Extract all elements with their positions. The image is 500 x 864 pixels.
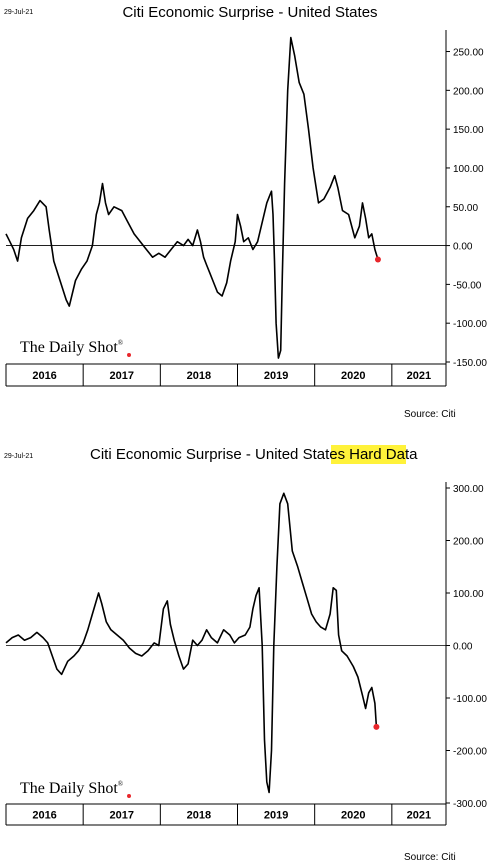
series-line (5, 492, 378, 794)
chart-date: 29-Jul-21 (4, 453, 33, 460)
chart-date: 29-Jul-21 (4, 9, 33, 16)
chart-svg-hard-data: 29-Jul-21 Citi Economic Surprise - United… (4, 445, 487, 863)
x-tick-label-2019: 2019 (264, 370, 288, 382)
series-line (5, 36, 379, 359)
brand-logo: The Daily Shot® (20, 339, 124, 356)
brand-dot (127, 794, 131, 798)
y-tick-label: -100.00 (453, 319, 487, 330)
x-tick-label-2016: 2016 (32, 810, 56, 822)
y-tick-label: 250.00 (453, 48, 484, 59)
y-tick-label: 200.00 (453, 86, 484, 97)
y-tick-label: -50.00 (453, 280, 482, 291)
x-tick-label-2020: 2020 (341, 810, 365, 822)
x-tick-label-2020: 2020 (341, 370, 365, 382)
y-tick-label: -150.00 (453, 358, 487, 369)
y-tick-label: 100.00 (453, 589, 484, 600)
y-tick-label: 50.00 (453, 203, 478, 214)
chart-title: Citi Economic Surprise - United States Ha… (90, 446, 418, 463)
x-tick-label-2016: 2016 (32, 370, 56, 382)
x-tick-label-2021: 2021 (407, 810, 431, 822)
chart-panel-top: 29-Jul-21 Citi Economic Surprise - United… (4, 4, 487, 420)
x-tick-label-2017: 2017 (110, 370, 134, 382)
y-tick-label: 100.00 (453, 164, 484, 175)
x-tick-label-2018: 2018 (187, 370, 211, 382)
brand-registered-mark: ® (118, 339, 124, 347)
source-label: Source: Citi (404, 409, 456, 420)
x-tick-label-2019: 2019 (264, 810, 288, 822)
chart-title-main: Citi Economic Surprise - United States (122, 4, 377, 21)
chart-title-highlight: Hard Data (349, 446, 418, 463)
brand-logo: The Daily Shot® (20, 780, 124, 797)
y-tick-label: -200.00 (453, 747, 487, 758)
series-end-marker (374, 256, 381, 263)
y-tick-label: 0.00 (453, 642, 473, 653)
x-tick-label-2018: 2018 (187, 810, 211, 822)
brand-registered-mark: ® (118, 780, 124, 788)
source-label: Source: Citi (404, 852, 456, 863)
title-highlight-bg (331, 445, 406, 464)
chart-svg-overall: 29-Jul-21 Citi Economic Surprise - United… (4, 4, 487, 420)
y-tick-label: 0.00 (453, 242, 473, 253)
chart-title: Citi Economic Surprise - United States (122, 4, 377, 21)
x-tick-label-2021: 2021 (407, 370, 431, 382)
brand-dot (127, 353, 131, 357)
y-tick-label: 150.00 (453, 125, 484, 136)
y-tick-label: 300.00 (453, 484, 484, 495)
chart-panel-bottom: 29-Jul-21 Citi Economic Surprise - United… (0, 432, 500, 864)
chart-title-main: Citi Economic Surprise - United States (90, 446, 345, 463)
series-end-marker (373, 723, 380, 730)
y-tick-label: -100.00 (453, 694, 487, 705)
y-tick-label: 200.00 (453, 537, 484, 548)
y-tick-label: -300.00 (453, 799, 487, 810)
x-tick-label-2017: 2017 (110, 810, 134, 822)
